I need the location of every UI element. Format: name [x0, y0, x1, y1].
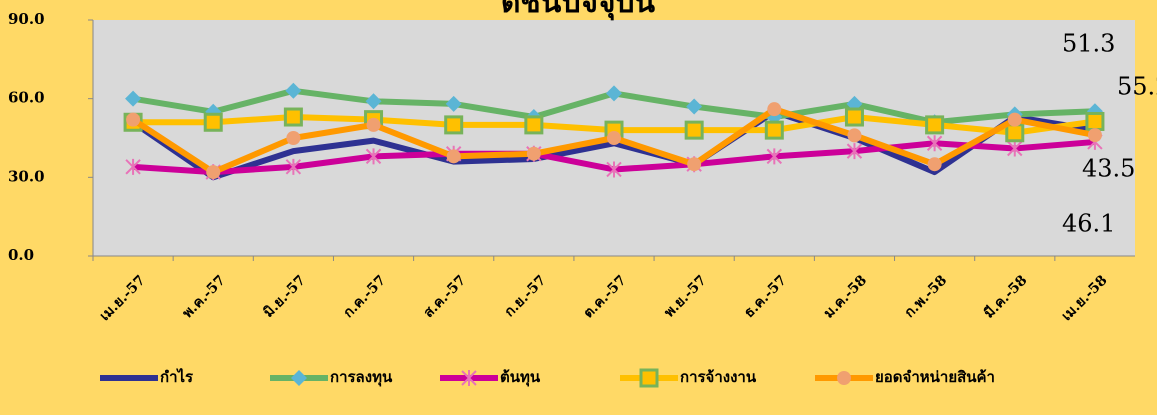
point-marker — [607, 131, 621, 145]
point-marker — [285, 158, 302, 175]
point-marker — [846, 143, 863, 160]
point-marker — [203, 112, 223, 132]
legend-label: การลงทุน — [330, 368, 393, 387]
legend-label: ต้นทุน — [500, 368, 541, 387]
point-marker — [286, 131, 301, 145]
point-marker — [285, 82, 302, 99]
annotation: 46.1 — [1062, 210, 1115, 238]
point-marker — [444, 115, 464, 135]
point-marker — [687, 157, 702, 172]
point-marker — [125, 90, 142, 107]
point-marker — [847, 128, 862, 143]
point-marker — [126, 112, 141, 127]
point-marker — [1007, 112, 1022, 127]
legend-label: การจ้างงาน — [680, 368, 757, 386]
point-marker — [1007, 140, 1023, 157]
point-marker — [125, 158, 141, 175]
y-tick-label: 90.0 — [8, 10, 45, 28]
point-marker — [283, 107, 303, 127]
point-marker — [206, 165, 221, 180]
point-marker — [365, 93, 382, 110]
point-marker — [927, 157, 942, 172]
point-marker — [686, 98, 703, 115]
point-marker — [366, 117, 381, 132]
legend-marker — [639, 368, 659, 388]
legend-marker — [461, 370, 477, 386]
annotation: 55.2 — [1117, 73, 1157, 101]
y-tick-label: 60.0 — [8, 89, 45, 107]
point-marker — [844, 107, 864, 127]
annotation: 43.5 — [1082, 155, 1135, 183]
point-marker — [365, 148, 382, 165]
point-marker — [925, 115, 945, 135]
y-tick-label: 30.0 — [8, 167, 45, 185]
point-marker — [1085, 111, 1105, 131]
point-marker — [767, 102, 782, 117]
point-marker — [1087, 128, 1102, 143]
point-marker — [764, 120, 784, 140]
point-marker — [524, 115, 544, 135]
point-marker — [926, 135, 943, 152]
y-tick-label: 0.0 — [8, 246, 34, 264]
legend-label: ยอดจำหน่ายสินค้า — [875, 368, 995, 386]
point-marker — [1005, 123, 1025, 143]
legend-marker — [837, 371, 851, 385]
legend-marker — [291, 370, 307, 386]
point-marker — [684, 120, 704, 140]
point-marker — [526, 146, 541, 161]
point-marker — [606, 161, 622, 178]
point-marker — [766, 148, 783, 165]
point-marker — [606, 85, 622, 102]
legend-label: กำไร — [160, 367, 194, 386]
point-marker — [445, 95, 462, 112]
annotation: 51.3 — [1062, 30, 1115, 58]
chart-title: ดัชนีปัจจุบัน — [501, 0, 656, 21]
point-marker — [446, 149, 461, 164]
